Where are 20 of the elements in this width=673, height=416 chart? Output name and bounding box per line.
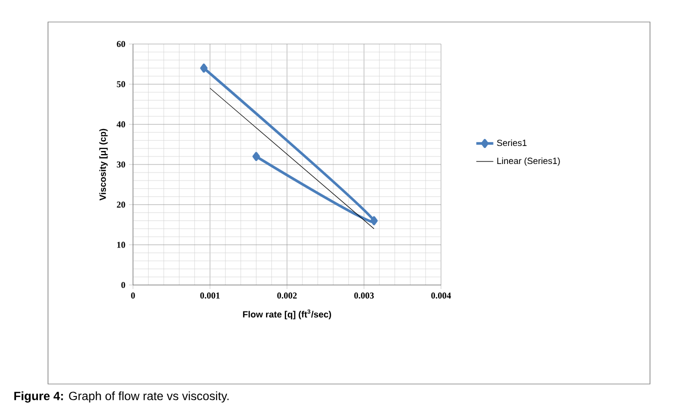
legend-label: Linear (Series1) (497, 157, 560, 166)
x-tick-label: 0.004 (431, 292, 451, 299)
y-tick-label: 10 (117, 242, 126, 248)
y-tick-label: 0 (121, 282, 126, 288)
y-tick-label: 60 (116, 40, 126, 48)
legend-label: Series1 (497, 139, 527, 146)
y-tick-label: 50 (116, 81, 126, 88)
x-axis-title: Flow rate [q] (ft$^{3}$/sec) (243, 309, 332, 320)
point (252, 152, 260, 161)
text: Figure 4: Graph of flow rate vs viscosity. (14, 391, 229, 403)
y-tick-label: 30 (116, 161, 126, 168)
x-tick-label: 0.003 (354, 292, 374, 299)
x-tick-label: 0.001 (200, 292, 220, 299)
point (370, 216, 378, 226)
y-axis-title: Viscosity [μ] (cp) (99, 128, 108, 200)
x-tick-label: 0.002 (277, 292, 297, 299)
y-tick-label: 20 (116, 202, 126, 208)
point (200, 64, 208, 73)
x-tick-label: 0 (131, 292, 135, 299)
y-tick-label: 40 (116, 121, 126, 128)
